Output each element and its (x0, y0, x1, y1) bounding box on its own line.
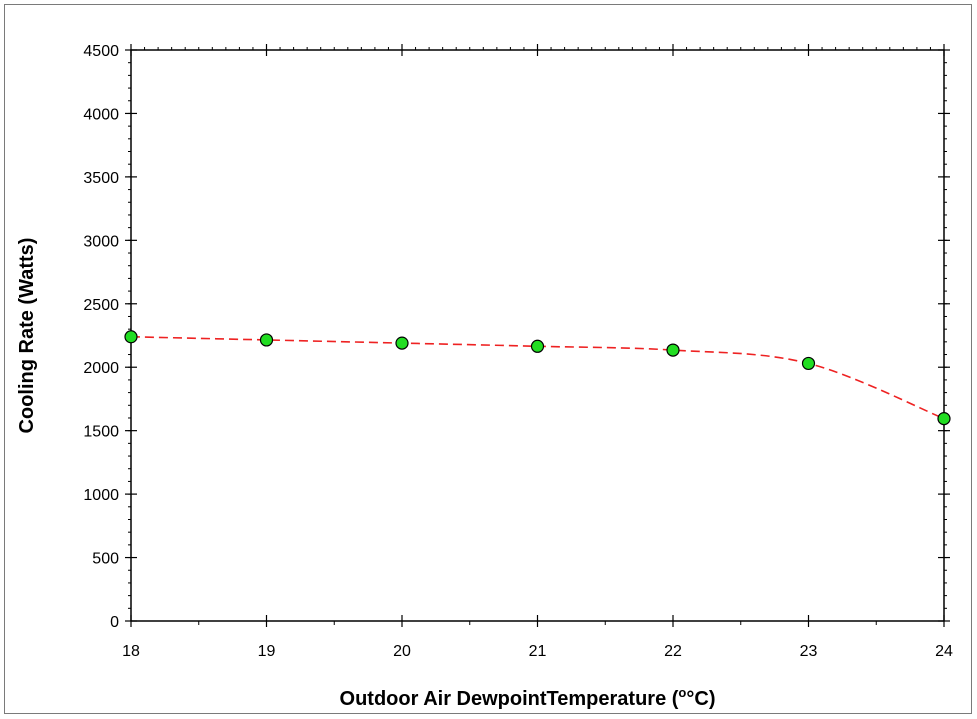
data-point (259, 333, 274, 347)
chart-frame: 0 500 1000 1500 2000 2500 3000 3500 4000 4500 18 1… (4, 4, 972, 714)
y-axis-title: Cooling Rate (Watts) (16, 238, 38, 434)
y-tick-label: 1500 (83, 424, 119, 441)
y-tick-label: 3500 (83, 170, 119, 187)
x-tick-label: 24 (935, 643, 953, 660)
y-tick-label: 0 (110, 614, 119, 631)
x-tick-label: 23 (800, 643, 818, 660)
x-axis-title: Outdoor Air DewpointTemperature (o°C) (340, 685, 716, 710)
data-points (124, 330, 951, 426)
x-axis-title-unit: °C) (686, 688, 715, 710)
x-axis-title-main: Outdoor Air DewpointTemperature ( (340, 688, 679, 710)
data-point (530, 339, 545, 353)
x-tick-label: 20 (393, 643, 411, 660)
y-tick-label: 2000 (83, 360, 119, 377)
x-major-ticks (130, 44, 945, 627)
plot-area (130, 49, 945, 622)
x-tick-label: 19 (258, 643, 276, 660)
y-tick-label: 3000 (83, 233, 119, 250)
data-point (666, 343, 680, 357)
y-tick-label: 500 (92, 551, 119, 568)
x-tick-label: 22 (664, 643, 682, 660)
data-point (801, 356, 816, 371)
data-point (124, 330, 138, 344)
data-point (937, 412, 951, 426)
y-tick-label: 2500 (83, 297, 119, 314)
y-tick-label: 1000 (83, 487, 119, 504)
y-tick-label: 4500 (83, 43, 119, 60)
y-tick-labels: 0 500 1000 1500 2000 2500 3000 3500 4000 4500 (83, 43, 119, 631)
x-tick-label: 21 (529, 643, 547, 660)
data-point (395, 336, 409, 350)
y-major-ticks (125, 49, 950, 622)
y-minor-ticks (128, 49, 947, 622)
x-axis-title-degree: o (678, 685, 686, 700)
x-tick-labels: 18 19 20 21 22 23 24 (122, 643, 953, 660)
y-tick-label: 4000 (83, 106, 119, 123)
x-tick-label: 18 (122, 643, 140, 660)
